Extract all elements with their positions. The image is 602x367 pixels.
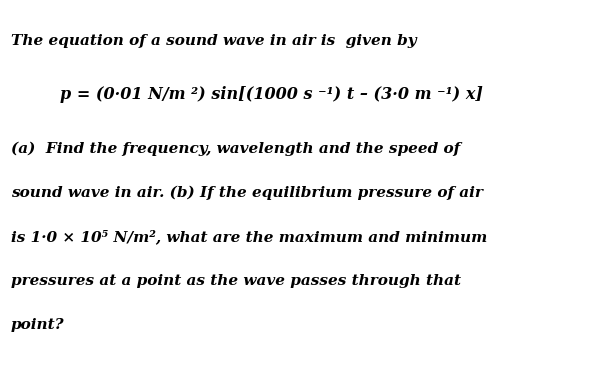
- Text: sound wave in air. (b) If the equilibrium pressure of air: sound wave in air. (b) If the equilibriu…: [11, 186, 483, 200]
- Text: The equation of a sound wave in air is  given by: The equation of a sound wave in air is g…: [11, 34, 417, 48]
- Text: is 1·0 × 10⁵ N/m², what are the maximum and minimum: is 1·0 × 10⁵ N/m², what are the maximum …: [11, 229, 487, 244]
- Text: p = (0·01 N/m ²) sin[(1000 s ⁻¹) t – (3·0 m ⁻¹) x]: p = (0·01 N/m ²) sin[(1000 s ⁻¹) t – (3·…: [60, 86, 483, 103]
- Text: pressures at a point as the wave passes through that: pressures at a point as the wave passes …: [11, 274, 461, 288]
- Text: point?: point?: [11, 318, 64, 332]
- Text: (a)  Find the frequency, wavelength and the speed of: (a) Find the frequency, wavelength and t…: [11, 142, 460, 156]
